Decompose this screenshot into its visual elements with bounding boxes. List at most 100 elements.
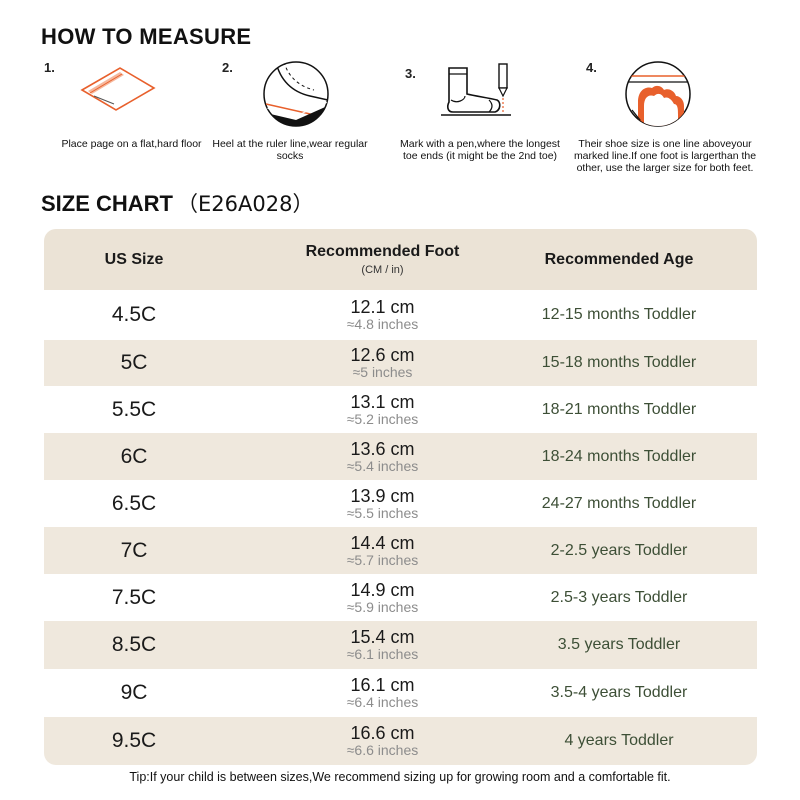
- foot-length-cell: 13.9 cm ≈5.5 inches: [274, 480, 491, 527]
- foot-length-cell: 14.9 cm ≈5.9 inches: [274, 574, 491, 621]
- foot-length-cell: 13.6 cm ≈5.4 inches: [274, 433, 491, 480]
- foot-length-cm: 13.1 cm: [350, 391, 415, 412]
- us-size-cell: 5C: [44, 340, 224, 386]
- size-chart-table: US Size Recommended Foot (CM / in) Recom…: [44, 229, 757, 765]
- size-chart-title: SIZE CHART （E26A028）: [41, 188, 313, 218]
- foot-length-cm: 13.9 cm: [350, 485, 415, 506]
- us-size-value: 6C: [120, 444, 148, 468]
- table-row: 6C 13.6 cm ≈5.4 inches 18-24 months Toddler: [44, 433, 757, 480]
- us-size-cell: 4.5C: [44, 290, 224, 340]
- foot-length-cell: 13.1 cm ≈5.2 inches: [274, 386, 491, 433]
- us-size-cell: 5.5C: [44, 386, 224, 433]
- header-recommended-foot-label: Recommended Foot: [305, 243, 460, 260]
- foot-length-cell: 12.1 cm ≈4.8 inches: [274, 290, 491, 340]
- sock-and-pen-icon: [439, 60, 519, 125]
- size-chart-title-text: SIZE CHART: [41, 191, 173, 216]
- foot-length-cm: 16.1 cm: [350, 675, 415, 695]
- table-row: 4.5C 12.1 cm ≈4.8 inches 12-15 months Toddl…: [44, 290, 757, 340]
- us-size-value: 9.5C: [111, 729, 157, 752]
- us-size-cell: 9.5C: [44, 717, 224, 765]
- header-recommended-foot-unit: (CM / in): [361, 264, 404, 276]
- foot-length-inches: ≈5.5 inches: [346, 504, 419, 521]
- foot-length-inches: ≈5.9 inches: [346, 598, 419, 615]
- foot-length-inches: ≈5 inches: [352, 364, 413, 380]
- recommended-age-cell: 24-27 months Toddler: [506, 480, 732, 527]
- table-row: 7C 14.4 cm ≈5.7 inches 2-2.5 years Toddler: [44, 527, 757, 574]
- foot-length-inches: ≈6.1 inches: [346, 646, 419, 662]
- us-size-cell: 8.5C: [44, 621, 224, 669]
- toe-above-line-icon: [624, 60, 694, 135]
- recommended-age-value: 15-18 months Toddler: [541, 354, 697, 371]
- us-size-value: 5.5C: [111, 397, 157, 421]
- recommended-age-value: 24-27 months Toddler: [541, 494, 697, 512]
- table-row: 8.5C 15.4 cm ≈6.1 inches 3.5 years Toddler: [44, 621, 757, 669]
- header-recommended-age: Recommended Age: [506, 229, 732, 290]
- us-size-value: 7C: [120, 538, 148, 562]
- us-size-value: 9C: [120, 681, 148, 704]
- sizing-tip: Tip:If your child is between sizes,We re…: [129, 770, 671, 784]
- foot-length-cell: 16.6 cm ≈6.6 inches: [274, 717, 491, 765]
- size-chart-code: （E26A028）: [177, 192, 314, 216]
- foot-length-cell: 14.4 cm ≈5.7 inches: [274, 527, 491, 574]
- step-text: Their shoe size is one line aboveyour ma…: [573, 138, 757, 174]
- table-row: 9.5C 16.6 cm ≈6.6 inches 4 years Toddler: [44, 717, 757, 765]
- foot-length-inches: ≈5.7 inches: [346, 551, 419, 568]
- header-recommended-age-label: Recommended Age: [544, 250, 694, 268]
- foot-length-inches: ≈6.4 inches: [346, 694, 419, 710]
- heel-on-line-icon: [262, 60, 332, 135]
- us-size-value: 6.5C: [111, 491, 157, 515]
- recommended-age-value: 12-15 months Toddler: [541, 306, 697, 323]
- step-number: 4.: [586, 60, 597, 75]
- step-text: Place page on a flat,hard floor: [61, 138, 202, 150]
- recommended-age-cell: 2-2.5 years Toddler: [506, 527, 732, 574]
- header-us-size-label: US Size: [104, 250, 164, 268]
- recommended-age-cell: 18-21 months Toddler: [506, 386, 732, 433]
- foot-length-cm: 13.6 cm: [350, 438, 415, 459]
- us-size-cell: 7.5C: [44, 574, 224, 621]
- recommended-age-value: 18-21 months Toddler: [541, 400, 697, 418]
- header-recommended-foot: Recommended Foot (CM / in): [274, 229, 491, 290]
- table-row: 9C 16.1 cm ≈6.4 inches 3.5-4 years Toddler: [44, 669, 757, 717]
- table-header-row: US Size Recommended Foot (CM / in) Recom…: [44, 229, 757, 290]
- paper-on-floor-icon: [78, 64, 158, 119]
- table-row: 7.5C 14.9 cm ≈5.9 inches 2.5-3 years Toddle…: [44, 574, 757, 621]
- foot-length-cell: 12.6 cm ≈5 inches: [274, 340, 491, 386]
- foot-length-cm: 15.4 cm: [350, 627, 415, 647]
- step-number: 2.: [222, 60, 233, 75]
- step-text: Heel at the ruler line,wear regular sock…: [212, 138, 368, 162]
- recommended-age-value: 2-2.5 years Toddler: [550, 541, 688, 559]
- recommended-age-cell: 4 years Toddler: [506, 717, 732, 765]
- table-row: 6.5C 13.9 cm ≈5.5 inches 24-27 months Toddl…: [44, 480, 757, 527]
- us-size-cell: 9C: [44, 669, 224, 717]
- foot-length-cell: 16.1 cm ≈6.4 inches: [274, 669, 491, 717]
- recommended-age-cell: 15-18 months Toddler: [506, 340, 732, 386]
- foot-length-inches: ≈4.8 inches: [346, 316, 419, 332]
- recommended-age-cell: 3.5 years Toddler: [506, 621, 732, 669]
- foot-length-inches: ≈5.4 inches: [346, 457, 419, 474]
- foot-length-cm: 14.4 cm: [350, 532, 415, 553]
- step-number: 1.: [44, 60, 55, 75]
- us-size-value: 5C: [120, 351, 148, 374]
- foot-length-cm: 12.1 cm: [350, 297, 415, 317]
- us-size-cell: 6.5C: [44, 480, 224, 527]
- foot-length-inches: ≈5.2 inches: [346, 410, 419, 427]
- how-to-measure-title: HOW TO MEASURE: [41, 24, 252, 49]
- us-size-value: 4.5C: [111, 303, 157, 326]
- us-size-cell: 6C: [44, 433, 224, 480]
- step-text: Mark with a pen,where the longest toe en…: [400, 138, 560, 162]
- recommended-age-value: 2.5-3 years Toddler: [550, 588, 688, 606]
- step-number: 3.: [405, 66, 416, 81]
- recommended-age-cell: 12-15 months Toddler: [506, 290, 732, 340]
- us-size-value: 7.5C: [111, 585, 157, 609]
- recommended-age-value: 3.5-4 years Toddler: [550, 684, 688, 701]
- recommended-age-cell: 18-24 months Toddler: [506, 433, 732, 480]
- recommended-age-cell: 3.5-4 years Toddler: [506, 669, 732, 717]
- table-row: 5C 12.6 cm ≈5 inches 15-18 months Toddler: [44, 340, 757, 386]
- table-row: 5.5C 13.1 cm ≈5.2 inches 18-21 months Toddl…: [44, 386, 757, 433]
- foot-length-cell: 15.4 cm ≈6.1 inches: [274, 621, 491, 669]
- recommended-age-value: 18-24 months Toddler: [541, 447, 697, 465]
- header-us-size: US Size: [44, 229, 224, 290]
- foot-length-cm: 14.9 cm: [350, 579, 415, 600]
- foot-length-inches: ≈6.6 inches: [346, 742, 419, 758]
- foot-length-cm: 12.6 cm: [350, 345, 415, 365]
